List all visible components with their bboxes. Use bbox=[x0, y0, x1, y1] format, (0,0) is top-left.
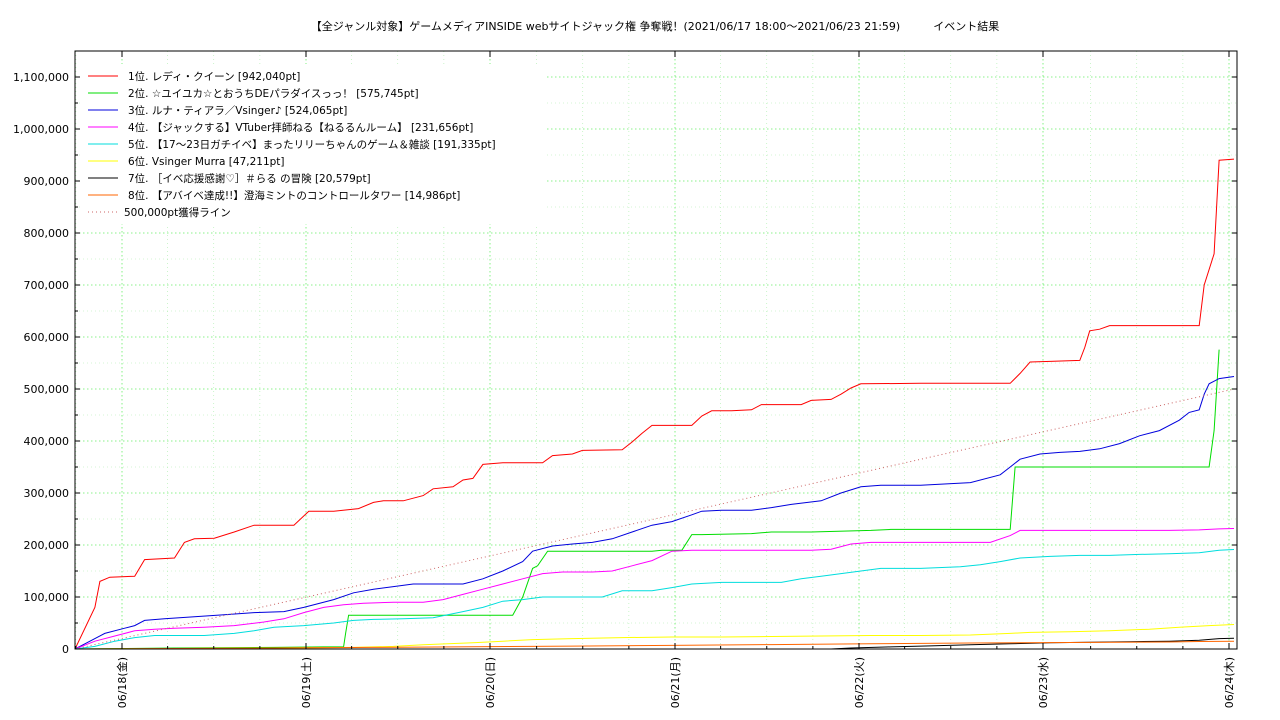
legend-entry: 4位. 【ジャックする】VTuber拝師ねる【ねるるんルーム】 [231,656… bbox=[128, 121, 473, 134]
x-tick-label: 06/18(金) bbox=[115, 657, 129, 708]
y-tick-label: 100,000 bbox=[24, 591, 70, 604]
x-tick-label: 06/24(木) bbox=[1223, 657, 1236, 708]
legend-entry: 1位. レディ・クイーン [942,040pt] bbox=[128, 70, 300, 83]
series-line-6 bbox=[74, 624, 1235, 650]
x-tick-label: 06/19(土) bbox=[300, 657, 313, 708]
y-tick-label: 1,100,000 bbox=[13, 71, 69, 84]
y-tick-label: 400,000 bbox=[24, 435, 70, 448]
chart-title: 【全ジャンル対象】ゲームメディアINSIDE webサイトジャック権 争奪戦！(… bbox=[310, 20, 1000, 33]
legend-entry: 500,000pt獲得ライン bbox=[124, 206, 231, 219]
legend-entry: 7位. ［イベ応援感謝♡］＃らる の冒険 [20,579pt] bbox=[128, 172, 371, 185]
series-line-9 bbox=[74, 388, 1235, 650]
y-tick-label: 500,000 bbox=[24, 383, 70, 396]
series-layer bbox=[74, 158, 1235, 650]
y-tick-label: 1,000,000 bbox=[13, 123, 69, 136]
legend-entry: 8位. 【アバイベ達成!!】澄海ミントのコントロールタワー [14,986pt] bbox=[128, 189, 460, 202]
x-tick-label: 06/21(月) bbox=[669, 657, 682, 708]
y-tick-label: 200,000 bbox=[24, 539, 70, 552]
legend-entry: 5位. 【17〜23日ガチイベ】まったリリーちゃんのゲーム＆雑談 [191,33… bbox=[128, 138, 496, 151]
series-line-1 bbox=[74, 158, 1235, 650]
series-line-8 bbox=[74, 640, 1235, 650]
legend-entry: 6位. Vsinger Murra [47,211pt] bbox=[128, 155, 285, 168]
series-line-2 bbox=[74, 349, 1220, 650]
plot-frame bbox=[74, 50, 1238, 650]
y-tick-label: 700,000 bbox=[24, 279, 70, 292]
grid-layer bbox=[75, 51, 1237, 649]
y-tick-label: 0 bbox=[62, 643, 69, 656]
series-line-3 bbox=[74, 376, 1235, 650]
y-tick-label: 300,000 bbox=[24, 487, 70, 500]
legend-background bbox=[80, 64, 545, 224]
x-tick-label: 06/20(日) bbox=[484, 657, 497, 708]
y-tick-label: 900,000 bbox=[24, 175, 70, 188]
legend: 1位. レディ・クイーン [942,040pt] 2位. ☆ユイユカ☆とおうちDE… bbox=[80, 64, 545, 224]
series-line-5 bbox=[74, 549, 1235, 650]
legend-entry: 2位. ☆ユイユカ☆とおうちDEパラダイスっっ！ [575,745pt] bbox=[128, 87, 419, 100]
x-tick-label: 06/22(火) bbox=[853, 657, 866, 708]
x-tick-label: 06/23(水) bbox=[1037, 657, 1050, 708]
legend-entry: 3位. ルナ・ティアラ／Vsinger♪ [524,065pt] bbox=[128, 104, 347, 117]
axis-layer: 0 100,000 200,000 300,000 400,000 500,000 600,… bbox=[13, 51, 1237, 708]
y-tick-label: 600,000 bbox=[24, 331, 70, 344]
y-tick-label: 800,000 bbox=[24, 227, 70, 240]
series-line-4 bbox=[74, 528, 1235, 650]
